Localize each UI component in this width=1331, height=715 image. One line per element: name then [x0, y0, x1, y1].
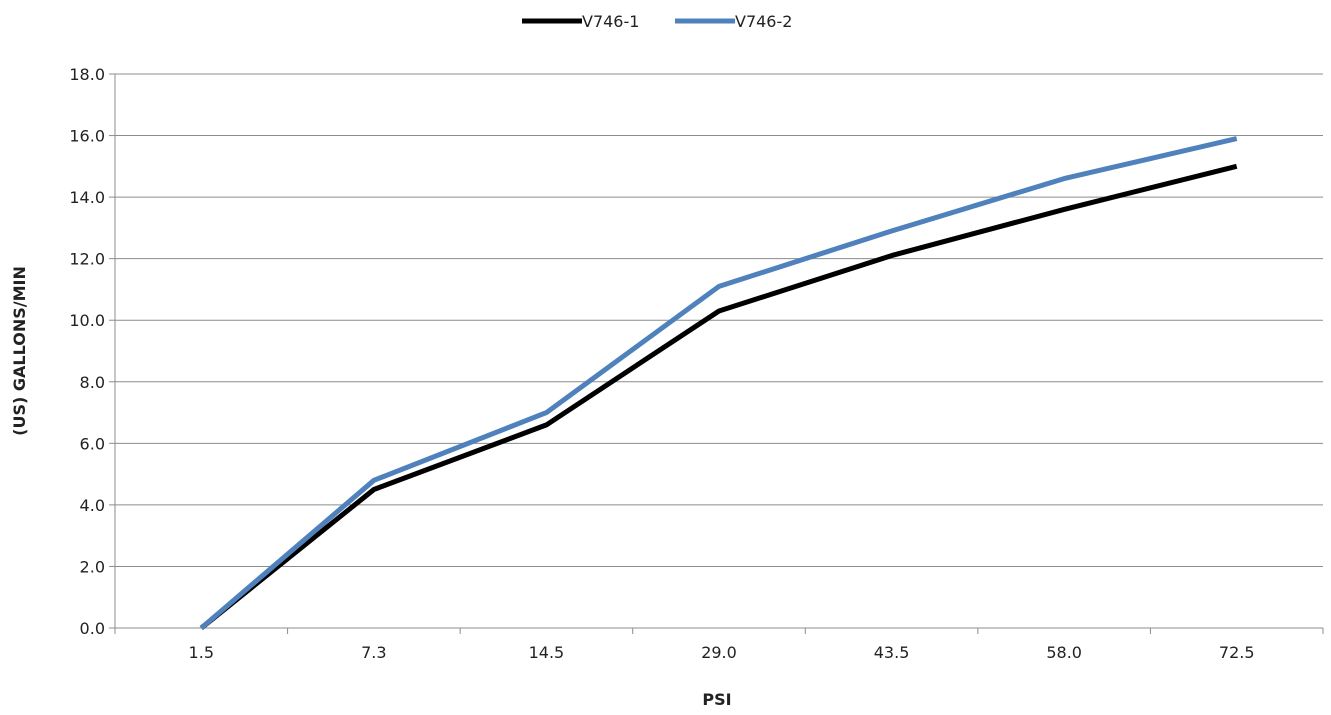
- x-tick-label: 72.5: [1219, 643, 1255, 662]
- legend-label: V746-1: [582, 12, 639, 31]
- y-tick-label: 8.0: [80, 373, 105, 392]
- x-axis-title: PSI: [702, 690, 731, 709]
- series-line-v746-2: [199, 136, 1238, 630]
- x-tick-label: 58.0: [1046, 643, 1082, 662]
- x-tick-label: 29.0: [701, 643, 737, 662]
- y-tick-label: 6.0: [80, 434, 105, 453]
- x-tick-label: 43.5: [874, 643, 910, 662]
- y-tick-label: 12.0: [69, 250, 105, 269]
- x-tick-label: 14.5: [529, 643, 565, 662]
- y-tick-label: 10.0: [69, 311, 105, 330]
- y-tick-label: 4.0: [80, 496, 105, 515]
- y-tick-label: 18.0: [69, 65, 105, 84]
- legend-label: V746-2: [735, 12, 792, 31]
- legend: V746-1 V746-2: [522, 12, 792, 31]
- series-lines: [199, 136, 1238, 630]
- gridlines: [115, 73, 1323, 567]
- y-tick-label: 14.0: [69, 188, 105, 207]
- y-tick-label: 0.0: [80, 619, 105, 638]
- x-tick-label: 7.3: [361, 643, 386, 662]
- y-axis-title: (US) GALLONS/MIN: [10, 266, 29, 436]
- y-tick-label: 2.0: [80, 557, 105, 576]
- x-tick-label: 1.5: [189, 643, 214, 662]
- y-tick-label: 16.0: [69, 127, 105, 146]
- series-line-v746-1: [199, 163, 1238, 630]
- axes: 0.0 2.0 4.0 6.0 8.0 10.0 12.0 14.0 16.0 18.0 1.5 7.…: [69, 65, 1324, 662]
